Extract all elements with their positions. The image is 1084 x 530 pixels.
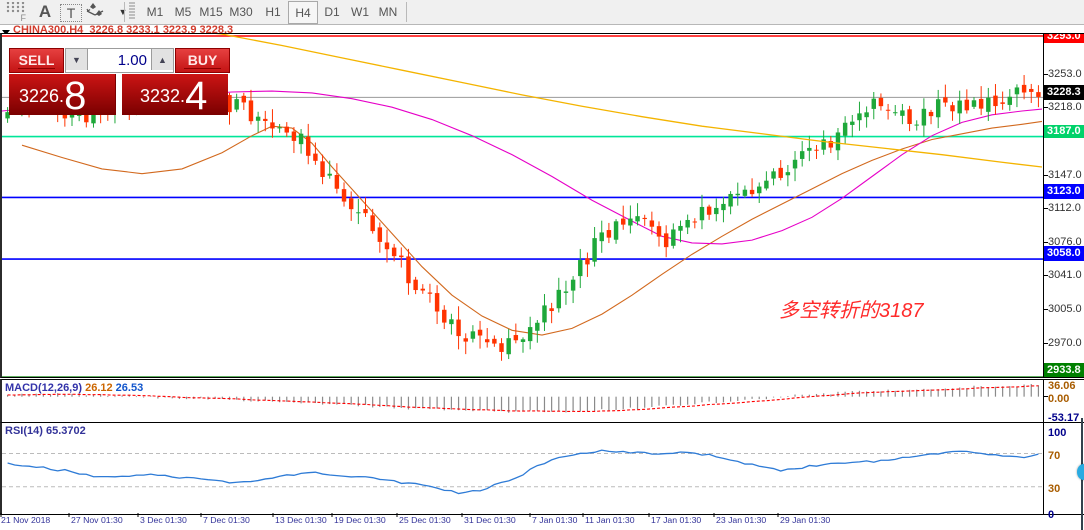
svg-text:多空转折的3187: 多空转折的3187 [779,300,924,322]
svg-text:F: F [21,13,27,22]
